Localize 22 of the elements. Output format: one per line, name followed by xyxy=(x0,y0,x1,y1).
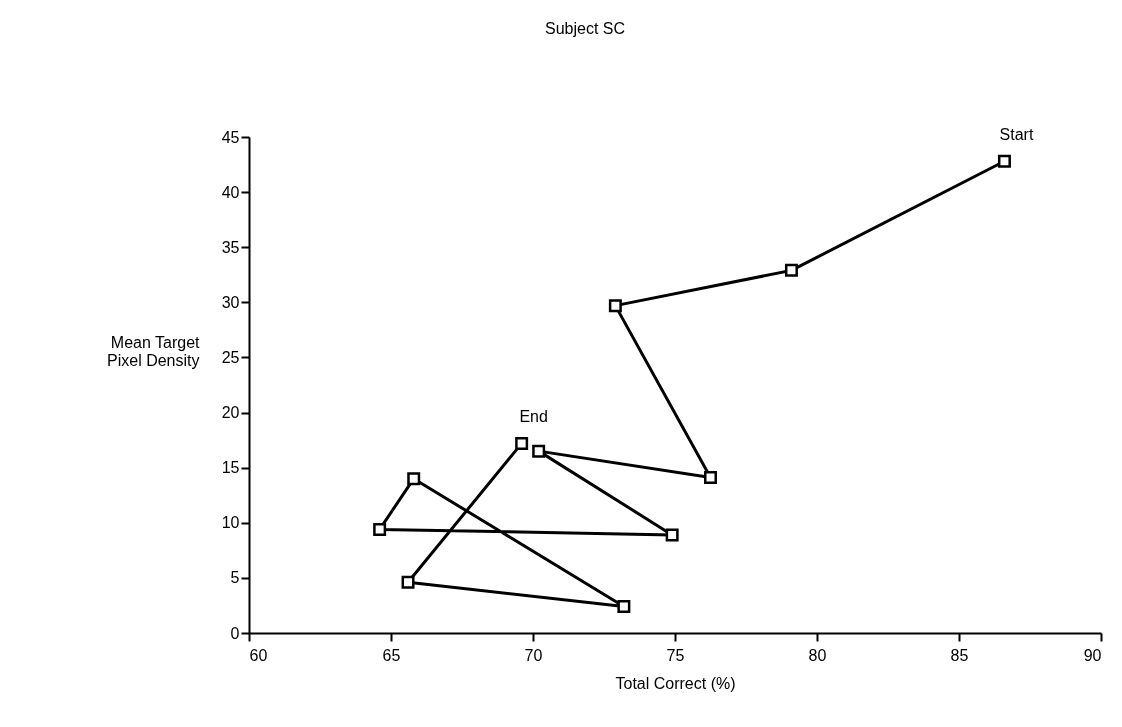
y-tick-label: 15 xyxy=(221,459,240,477)
x-tick-label: 60 xyxy=(249,646,268,664)
y-axis-title: Mean Target Pixel Density xyxy=(107,333,201,369)
x-tick-label: 75 xyxy=(666,646,685,664)
x-tick-label: 90 xyxy=(1083,646,1102,664)
y-tick-label: 20 xyxy=(221,404,240,422)
y-tick-label: 40 xyxy=(221,183,240,201)
y-tick-label: 10 xyxy=(221,514,240,532)
y-tick-label: 45 xyxy=(221,128,240,146)
y-tick-label: 35 xyxy=(221,238,240,256)
annotation: End xyxy=(519,408,548,426)
x-tick-label: 85 xyxy=(950,646,969,664)
y-tick-label: 5 xyxy=(230,569,240,587)
x-tick-label: 65 xyxy=(382,646,401,664)
x-tick-label: 80 xyxy=(808,646,827,664)
y-tick-label: 0 xyxy=(230,624,240,642)
x-tick-label: 70 xyxy=(524,646,543,664)
x-axis-title: Total Correct (%) xyxy=(615,674,736,692)
y-tick-label: 25 xyxy=(221,348,240,366)
annotation: Start xyxy=(999,126,1034,144)
y-tick-label: 30 xyxy=(221,293,240,311)
chart-title: Subject SC xyxy=(544,20,626,38)
